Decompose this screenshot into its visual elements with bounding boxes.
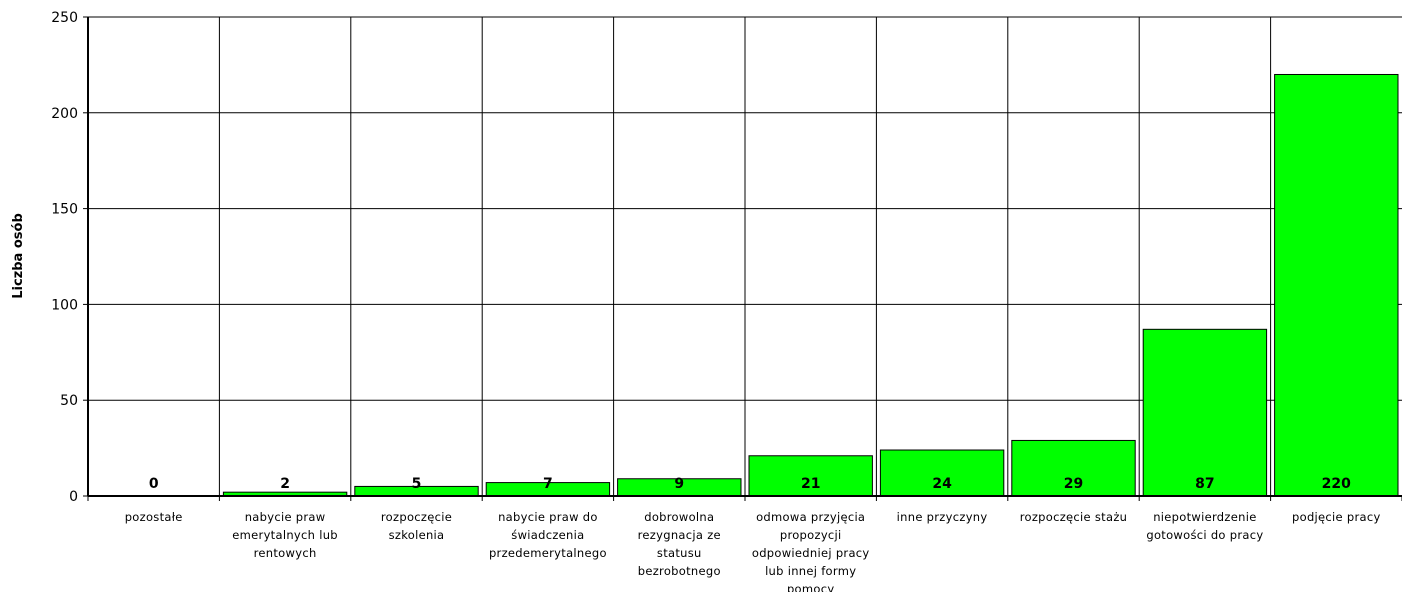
y-tick-label: 250: [51, 10, 78, 26]
data-label: 21: [801, 476, 820, 492]
y-tick-label: 150: [51, 202, 78, 218]
x-tick-label: podjęcie pracy: [1292, 510, 1381, 524]
bar: [1011, 439, 1136, 497]
x-tick-label: odmowa przyjęcia propozycji odpowiedniej p…: [752, 510, 870, 592]
x-tick-label: rozpoczęcie stażu: [1020, 510, 1128, 524]
bar: [1142, 328, 1268, 497]
bar: [1274, 73, 1399, 497]
y-tick-label: 100: [51, 297, 78, 313]
data-label: 7: [543, 476, 553, 492]
data-label: 2: [280, 476, 290, 492]
x-tick-label: dobrowolna rezygnacja ze statusu bezrobotne…: [638, 510, 721, 578]
data-label: 220: [1322, 476, 1351, 492]
data-label: 24: [932, 476, 952, 492]
y-axis-label: Liczba osób: [11, 213, 26, 299]
data-label: 0: [149, 476, 159, 492]
data-label: 87: [1195, 476, 1214, 492]
x-tick-label: pozostałe: [125, 510, 183, 524]
x-tick-label: nabycie praw emerytalnych lub rentowych: [232, 510, 338, 560]
x-tick-label: nabycie praw do świadczenia przedemerytaln…: [489, 510, 607, 560]
y-tick-label: 50: [60, 393, 78, 409]
x-tick-label: inne przyczyny: [897, 510, 988, 524]
data-label: 9: [674, 476, 684, 492]
data-label: 29: [1064, 476, 1083, 492]
data-label: 5: [412, 476, 422, 492]
y-tick-label: 200: [51, 106, 78, 122]
x-tick-label: niepotwierdzenie gotowości do pracy: [1146, 510, 1263, 542]
x-tick-label: rozpoczęcie szkolenia: [381, 510, 452, 542]
y-tick-label: 0: [69, 489, 78, 505]
